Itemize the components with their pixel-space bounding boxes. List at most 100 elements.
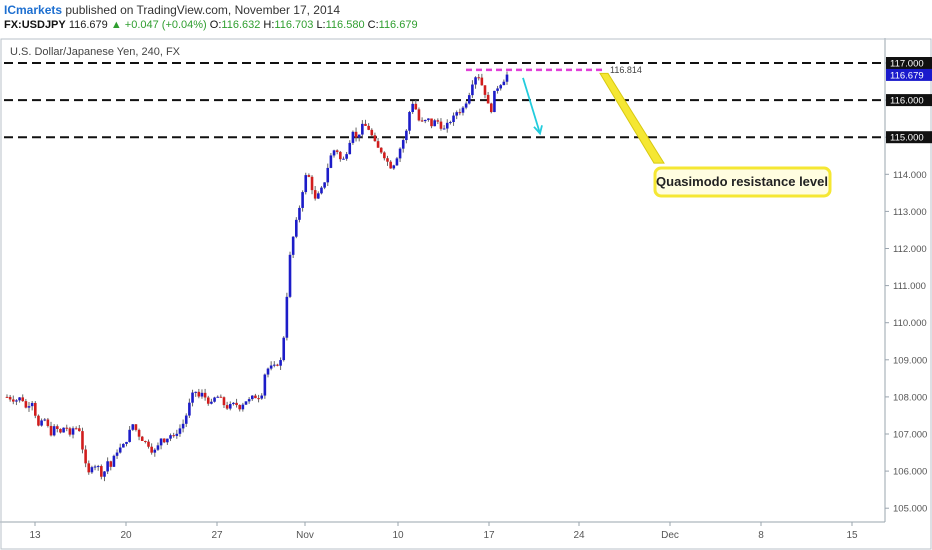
candle-body	[65, 427, 69, 429]
candle-body	[8, 396, 12, 400]
candle-body	[389, 161, 392, 169]
candle-body	[295, 219, 298, 237]
candle-body	[137, 429, 141, 437]
candle-body	[27, 406, 31, 408]
candle-body	[93, 466, 97, 468]
candle-body	[74, 428, 78, 430]
candle-body	[332, 150, 336, 156]
candle-body	[184, 415, 188, 424]
candle-body	[383, 152, 386, 159]
candle-body	[5, 396, 9, 398]
candle-body	[471, 84, 474, 96]
candle-body	[458, 112, 462, 114]
candle-body	[52, 426, 56, 436]
candle-body	[131, 424, 135, 430]
low-label: L:	[316, 19, 326, 31]
chart-background	[0, 38, 932, 550]
close-label: C:	[367, 19, 379, 31]
level-badge	[886, 94, 932, 107]
candle-body	[345, 154, 348, 159]
candle-body	[49, 425, 53, 436]
x-tick-label: 24	[573, 530, 585, 541]
candle-body	[172, 435, 175, 437]
candle-body	[445, 122, 449, 129]
low-value: 116.580	[325, 19, 365, 31]
candle-body	[260, 395, 264, 399]
candle-body	[147, 441, 150, 447]
candle-body	[219, 396, 223, 398]
candle-body	[493, 90, 496, 113]
chart-title: U.S. Dollar/Japanese Yen, 240, FX	[10, 46, 180, 58]
author-link[interactable]: ICmarkets	[4, 3, 63, 17]
y-tick-label: 108.000	[893, 392, 927, 403]
candle-body	[436, 120, 440, 122]
candle-body	[386, 158, 389, 162]
candle-body	[486, 94, 490, 104]
candle-body	[71, 428, 75, 435]
candle-body	[56, 426, 59, 429]
candle-body	[452, 115, 455, 123]
candle-body	[392, 165, 396, 169]
candle-body	[232, 402, 235, 405]
candle-body	[128, 429, 131, 442]
last-price-badge-label: 116.679	[890, 70, 924, 81]
candle-body	[175, 433, 179, 436]
candle-body	[122, 443, 125, 448]
candle-body	[310, 176, 314, 191]
candle-body	[364, 123, 367, 126]
candle-body	[200, 392, 204, 397]
candle-body	[417, 109, 421, 121]
x-tick-label: 10	[392, 530, 404, 541]
candle-body	[134, 424, 138, 430]
candle-body	[178, 428, 182, 434]
candle-body	[477, 77, 480, 79]
y-tick-label: 110.000	[893, 318, 927, 329]
candle-body	[118, 447, 122, 453]
candle-body	[222, 397, 226, 406]
candle-body	[499, 85, 503, 89]
quasimodo-level-label: 116.814	[610, 65, 642, 75]
candle-body	[427, 118, 430, 120]
last-price-badge	[886, 68, 932, 81]
y-tick-label: 107.000	[893, 430, 927, 441]
candle-body	[235, 402, 238, 406]
candle-body	[489, 103, 493, 113]
y-tick-label: 114.000	[893, 170, 927, 181]
candle-body	[285, 296, 289, 338]
candle-body	[323, 182, 326, 188]
candle-body	[247, 399, 251, 402]
candle-body	[125, 441, 128, 444]
y-tick-label: 112.000	[893, 244, 927, 255]
candle-body	[483, 85, 487, 95]
candle-body	[37, 415, 40, 426]
candle-body	[254, 395, 257, 399]
candle-body	[307, 175, 311, 177]
candle-body	[34, 402, 37, 416]
candle-body	[206, 397, 210, 404]
candle-body	[291, 236, 295, 255]
candle-body	[24, 401, 28, 408]
candle-body	[455, 112, 458, 116]
candle-body	[339, 151, 342, 160]
candle-body	[115, 452, 119, 456]
candle-body	[191, 392, 194, 403]
candle-body	[162, 438, 166, 443]
candle-body	[313, 190, 317, 199]
candle-body	[395, 158, 399, 166]
x-tick-label: 8	[758, 530, 764, 541]
candle-body	[62, 427, 65, 433]
candle-body	[210, 401, 213, 404]
candle-body	[351, 131, 355, 143]
candle-body	[78, 428, 81, 432]
chart-canvas[interactable]: 117.000 116.000 115.000 114.000 113.000 112.0…	[0, 38, 932, 550]
candle-body	[398, 148, 402, 159]
candle-body	[348, 142, 352, 155]
candle-body	[304, 175, 308, 193]
candle-body	[216, 396, 219, 398]
candle-body	[150, 446, 153, 453]
candle-body	[194, 391, 197, 393]
candle-body	[144, 441, 147, 443]
candle-body	[430, 118, 433, 127]
candle-body	[244, 401, 248, 405]
candle-body	[461, 107, 465, 113]
